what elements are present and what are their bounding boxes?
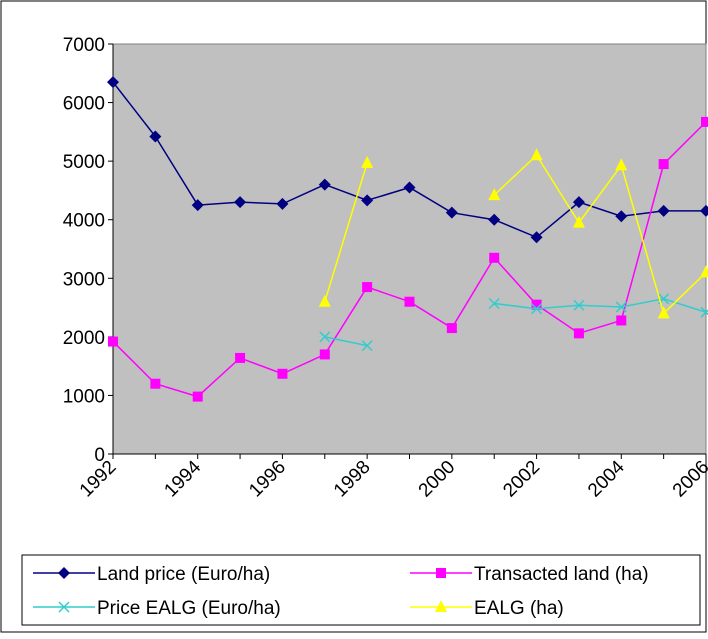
- data-point: [445, 206, 458, 219]
- data-point: [234, 196, 247, 209]
- data-point: [488, 297, 500, 310]
- data-point: [446, 323, 457, 334]
- y-tick-label: 1000: [63, 386, 105, 407]
- legend-marker: [435, 600, 447, 612]
- legend-marker: [436, 568, 446, 578]
- y-tick-label: 0: [94, 445, 105, 466]
- legend-marker: [58, 567, 70, 579]
- data-point: [573, 328, 584, 339]
- data-point: [572, 196, 585, 209]
- plot-area: [112, 43, 707, 455]
- data-point: [488, 213, 501, 226]
- legend-marker: [58, 601, 70, 613]
- data-point: [404, 296, 415, 307]
- legend-box: [21, 554, 701, 626]
- legend-label: Price EALG (Euro/ha): [97, 598, 281, 619]
- legend-label: Land price (Euro/ha): [97, 564, 270, 585]
- data-point: [700, 204, 708, 217]
- legend-label: Transacted land (ha): [474, 564, 649, 585]
- data-point: [361, 155, 374, 168]
- data-point: [362, 282, 373, 293]
- data-point: [107, 76, 119, 89]
- y-tick-label: 6000: [63, 94, 105, 115]
- y-tick-label: 5000: [63, 152, 105, 173]
- y-tick-label: 3000: [63, 269, 105, 290]
- data-point: [318, 294, 331, 307]
- data-point: [149, 130, 162, 143]
- data-point: [361, 194, 374, 207]
- data-point: [657, 204, 670, 217]
- data-point: [489, 252, 500, 263]
- data-point: [615, 158, 628, 171]
- data-point: [531, 303, 543, 315]
- data-point: [276, 197, 289, 210]
- data-point: [572, 215, 585, 228]
- series-line: [324, 298, 707, 347]
- data-point: [700, 265, 708, 278]
- data-point: [531, 299, 542, 310]
- data-point: [319, 331, 331, 343]
- data-point: [277, 368, 288, 379]
- data-point: [700, 306, 708, 318]
- y-tick-label: 4000: [63, 211, 105, 232]
- data-point: [530, 231, 543, 244]
- data-point: [108, 336, 118, 347]
- data-point: [615, 301, 627, 313]
- data-point: [403, 181, 416, 194]
- series-line: [324, 154, 707, 315]
- data-point: [318, 178, 331, 191]
- data-point: [192, 391, 203, 402]
- data-point: [616, 315, 627, 326]
- data-point: [488, 188, 501, 201]
- data-point: [573, 299, 585, 311]
- data-point: [615, 210, 628, 223]
- data-point: [191, 199, 204, 212]
- y-tick-label: 7000: [63, 35, 105, 56]
- data-point: [658, 159, 669, 170]
- data-point: [657, 306, 670, 319]
- legend-label: EALG (ha): [474, 598, 564, 619]
- data-point: [530, 148, 543, 161]
- data-point: [150, 378, 161, 389]
- y-tick-label: 2000: [63, 328, 105, 349]
- data-point: [361, 340, 373, 352]
- data-point: [235, 352, 246, 363]
- data-point: [701, 116, 708, 127]
- data-point: [319, 349, 330, 360]
